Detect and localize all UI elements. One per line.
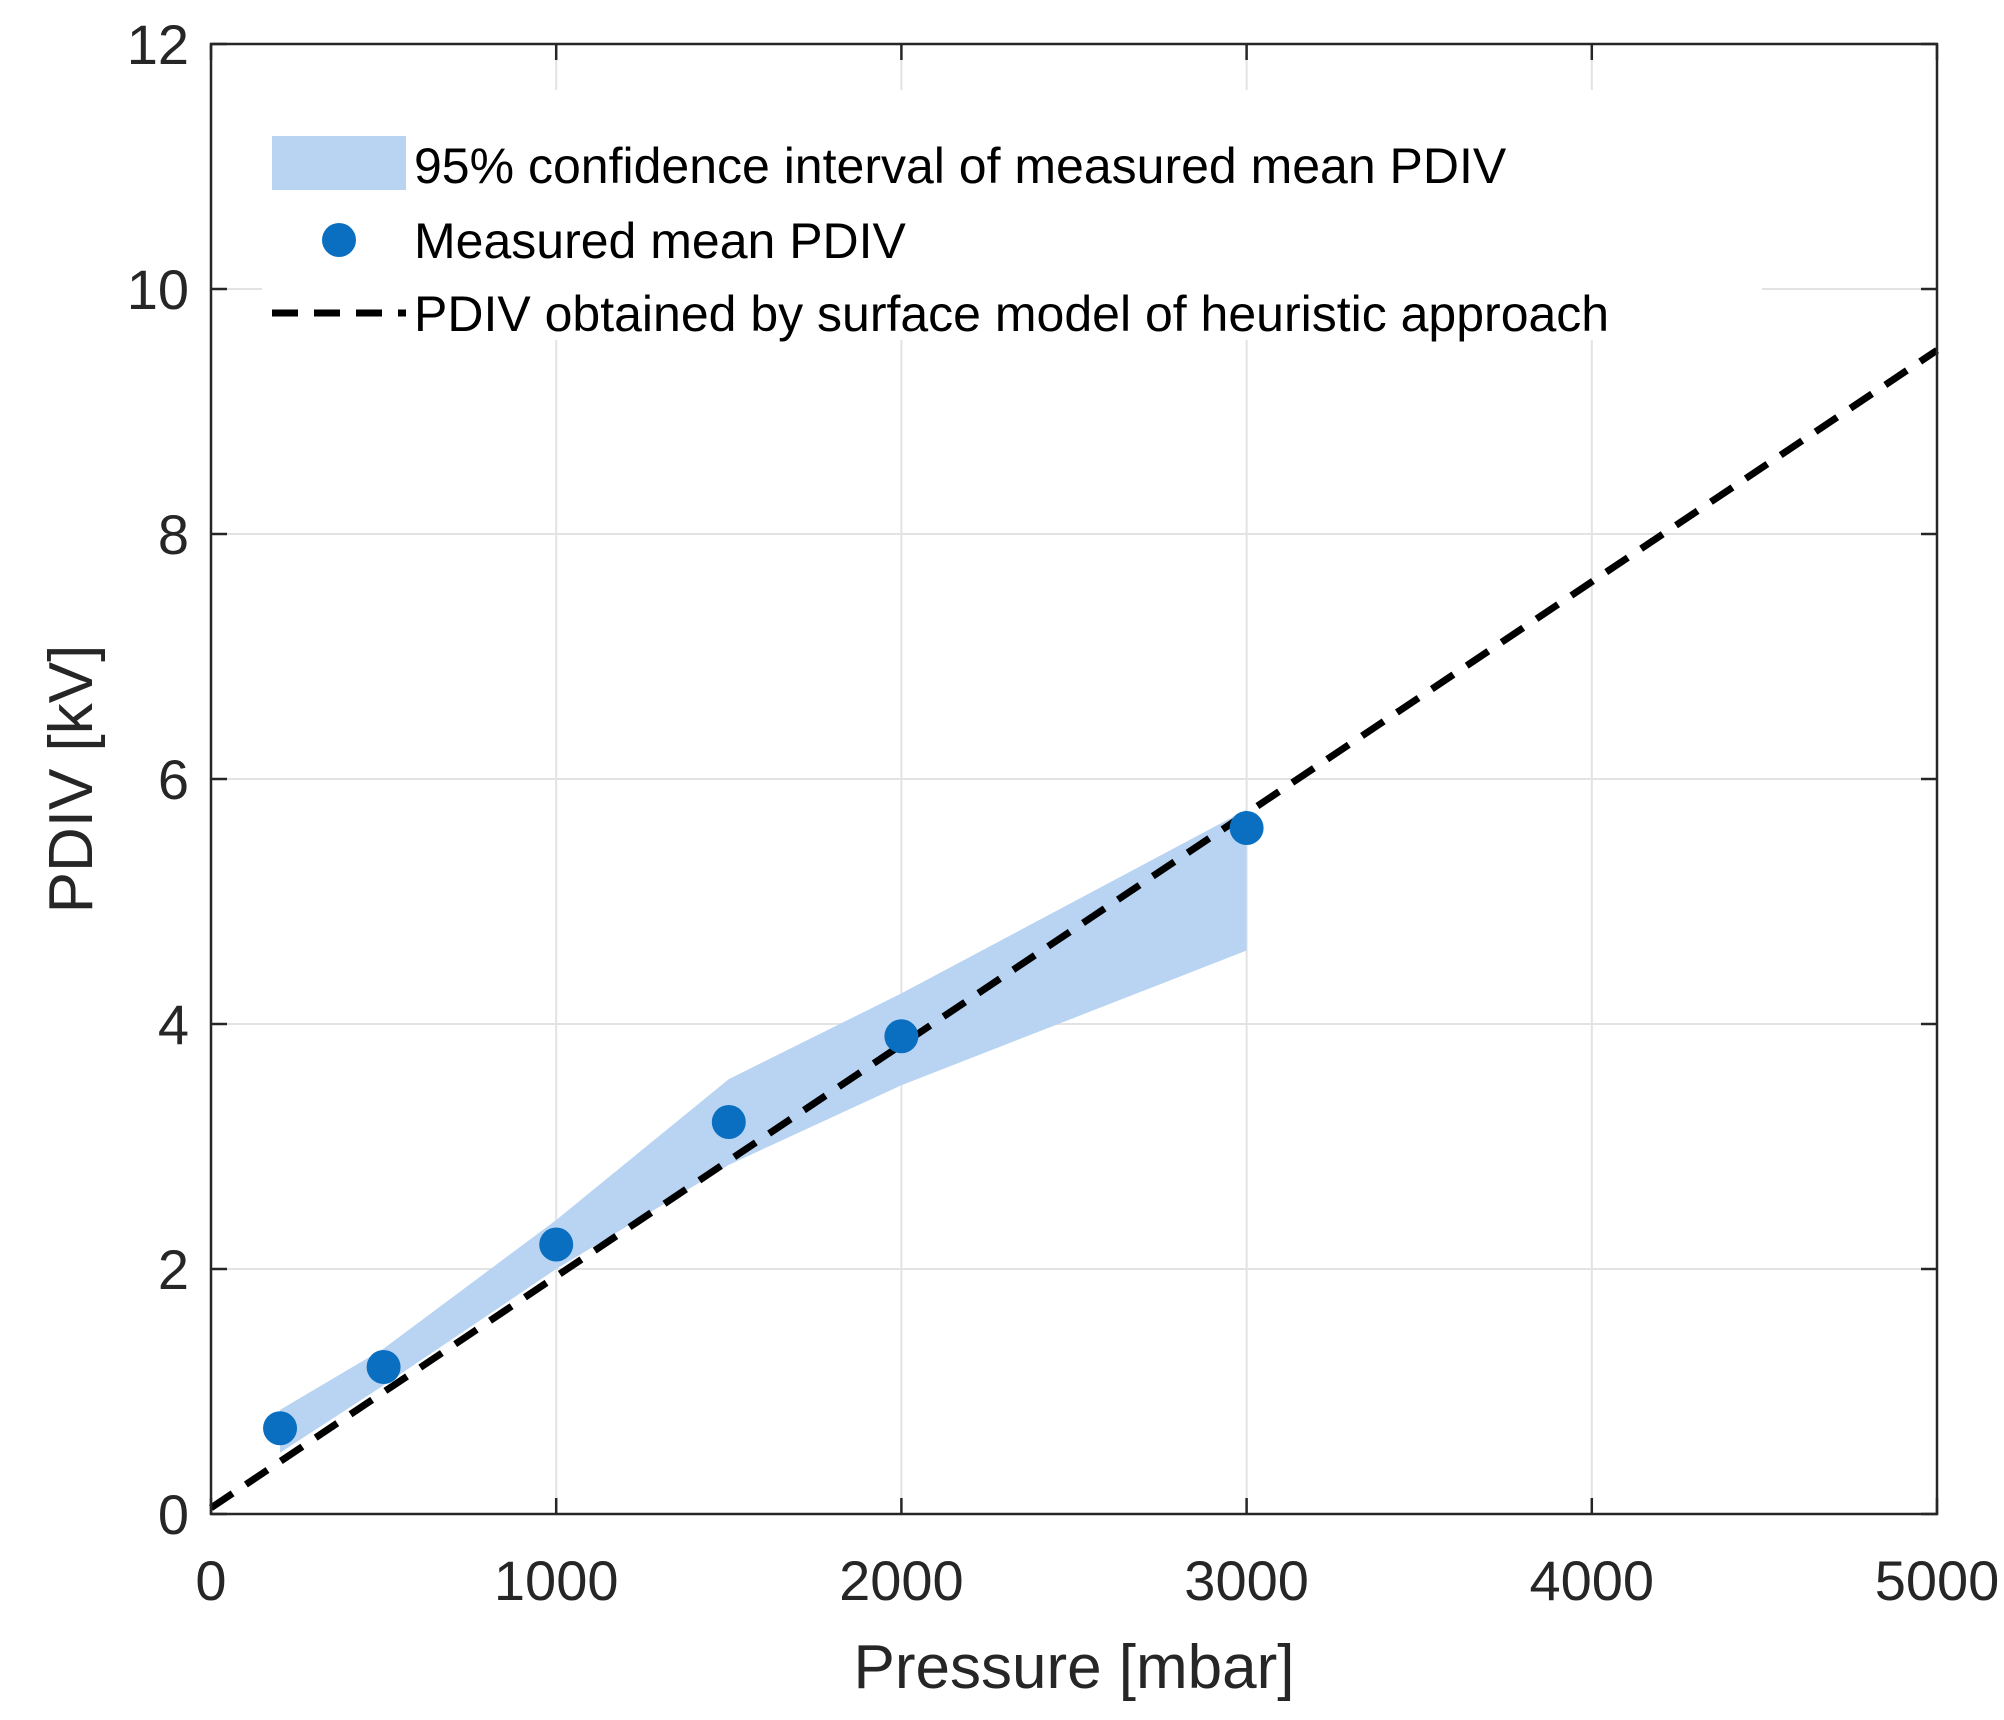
x-tick-label: 0 bbox=[195, 1549, 226, 1612]
legend-line-label: PDIV obtained by surface model of heuris… bbox=[414, 286, 1609, 342]
measured-point bbox=[366, 1350, 401, 1384]
legend-band-label: 95% confidence interval of measured mean… bbox=[414, 138, 1507, 194]
measured-points-layer bbox=[263, 811, 1264, 1446]
legend: 95% confidence interval of measured mean… bbox=[262, 90, 1762, 342]
y-tick-label: 6 bbox=[158, 748, 189, 811]
x-tick-label: 4000 bbox=[1530, 1549, 1655, 1612]
y-tick-label: 4 bbox=[158, 993, 189, 1056]
measured-point bbox=[1229, 811, 1264, 845]
x-tick-label: 1000 bbox=[494, 1549, 619, 1612]
x-tick-labels: 0 1000 2000 3000 4000 5000 bbox=[195, 1549, 1999, 1612]
model-line bbox=[209, 347, 1939, 1511]
x-axis-label: Pressure [mbar] bbox=[853, 1633, 1294, 1702]
measured-point bbox=[263, 1411, 298, 1446]
x-tick-label: 5000 bbox=[1875, 1549, 2000, 1612]
legend-point-swatch bbox=[322, 223, 356, 257]
legend-background bbox=[262, 90, 1762, 340]
legend-point-label: Measured mean PDIV bbox=[414, 213, 907, 269]
measured-point bbox=[539, 1227, 574, 1262]
y-tick-label: 0 bbox=[158, 1483, 189, 1546]
legend-band-swatch bbox=[272, 136, 406, 190]
y-axis-label: PDIV [kV] bbox=[37, 645, 106, 914]
y-tick-label: 2 bbox=[158, 1238, 189, 1301]
measured-point bbox=[884, 1019, 919, 1054]
measured-point bbox=[711, 1105, 746, 1139]
y-tick-label: 10 bbox=[127, 258, 189, 321]
confidence-band-layer bbox=[280, 809, 1247, 1453]
model-line-layer bbox=[209, 347, 1939, 1511]
y-tick-labels: 0 2 4 6 8 10 12 bbox=[127, 13, 189, 1546]
x-tick-label: 3000 bbox=[1184, 1549, 1309, 1612]
x-tick-label: 2000 bbox=[839, 1549, 964, 1612]
y-tick-label: 12 bbox=[127, 13, 189, 76]
confidence-band bbox=[280, 809, 1247, 1453]
y-tick-label: 8 bbox=[158, 503, 189, 566]
ticks bbox=[209, 42, 1939, 1516]
